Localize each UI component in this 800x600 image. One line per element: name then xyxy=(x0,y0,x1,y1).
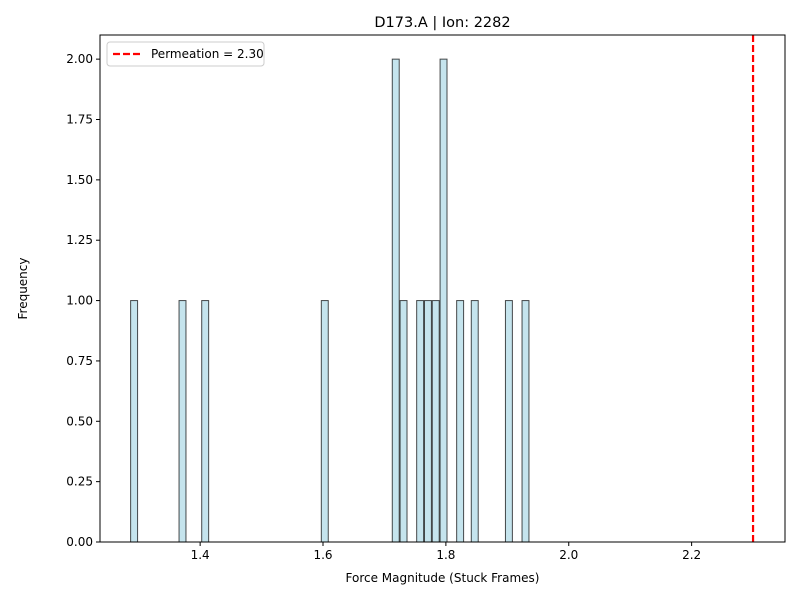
axes-layer xyxy=(99,34,786,543)
x-tick-label: 2.2 xyxy=(682,548,701,562)
histogram-bar xyxy=(504,300,513,543)
legend: Permeation = 2.30 xyxy=(106,41,265,67)
y-axis-label: Frequency xyxy=(16,258,30,320)
histogram-bar xyxy=(201,300,210,543)
y-tick-label: 0.75 xyxy=(66,354,93,368)
y-tick-label: 2.00 xyxy=(66,52,93,66)
x-axis-label: Force Magnitude (Stuck Frames) xyxy=(346,571,540,585)
y-tick-label: 0.00 xyxy=(66,535,93,549)
legend-label: Permeation = 2.30 xyxy=(151,47,264,61)
histogram-bar xyxy=(521,300,530,543)
y-tick-label: 1.50 xyxy=(66,173,93,187)
histogram-bar xyxy=(431,300,440,543)
histogram-bar xyxy=(439,58,448,543)
x-tick-label: 1.8 xyxy=(436,548,455,562)
histogram-bar xyxy=(470,300,479,543)
x-tick-label: 1.6 xyxy=(313,548,332,562)
y-tick-label: 1.00 xyxy=(66,294,93,308)
x-tick-label: 1.4 xyxy=(191,548,210,562)
y-tick-label: 1.75 xyxy=(66,113,93,127)
chart-title: D173.A | Ion: 2282 xyxy=(374,15,510,31)
histogram-bar xyxy=(416,300,425,543)
y-tick-label: 0.50 xyxy=(66,414,93,428)
histogram-bar xyxy=(391,58,400,543)
histogram-bar xyxy=(178,300,187,543)
axes-frame xyxy=(99,34,786,543)
histogram-bar xyxy=(320,300,329,543)
histogram-bar xyxy=(399,300,408,543)
legend-box xyxy=(106,41,265,67)
x-tick-label: 2.0 xyxy=(559,548,578,562)
x-ticks-layer: 1.4 1.6 1.8 2.0 2.2 xyxy=(191,542,701,562)
histogram-bar xyxy=(423,300,432,543)
y-tick-label: 0.25 xyxy=(66,475,93,489)
y-tick-label: 1.25 xyxy=(66,233,93,247)
y-ticks-layer: 0.00 0.25 0.50 0.75 1.00 1.25 1.50 1.75 2.00 xyxy=(66,52,100,549)
histogram-bar xyxy=(456,300,465,543)
histogram-bar xyxy=(130,300,139,543)
